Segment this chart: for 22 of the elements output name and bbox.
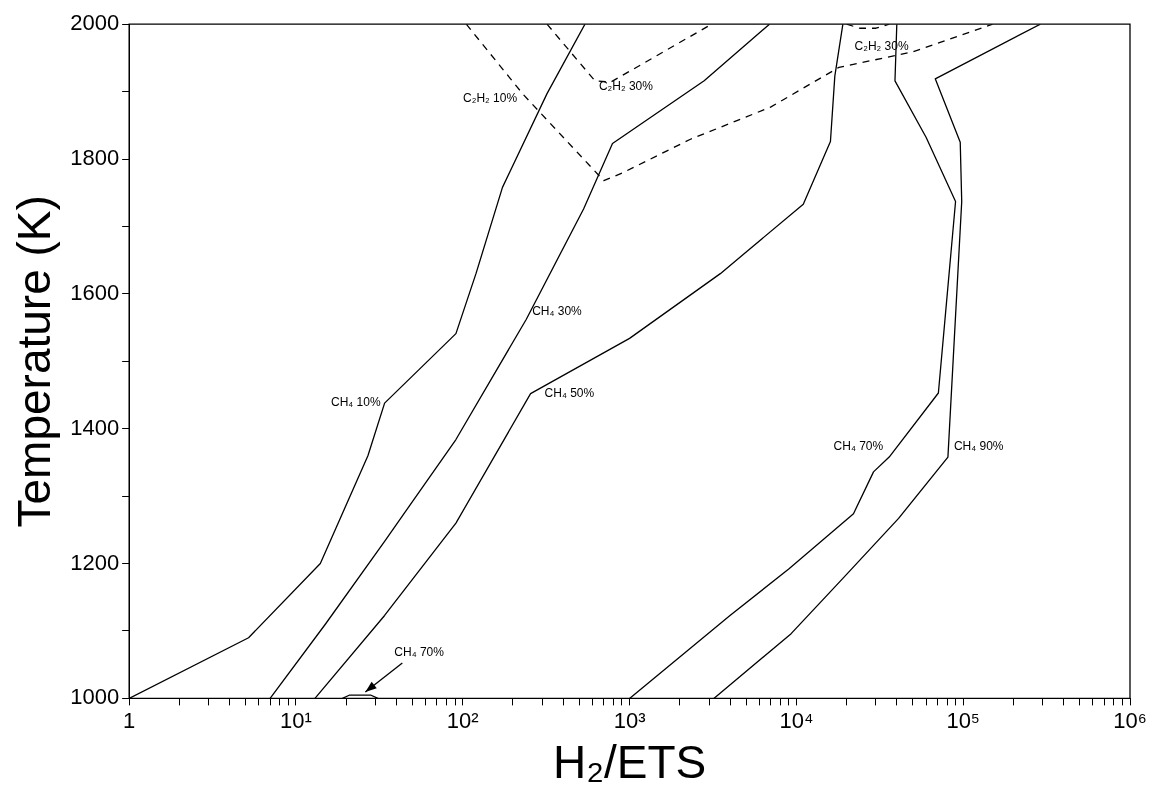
x-tick-label: 1 <box>123 707 136 733</box>
y-tick-label: 1000 <box>70 684 120 710</box>
y-tick-label: 1800 <box>70 145 120 171</box>
x-tick-label: 10⁴ <box>779 707 814 733</box>
y-tick-label: 1400 <box>70 414 120 440</box>
x-tick-label: 10⁵ <box>946 707 980 733</box>
series-label: CH₄ 10% <box>331 395 381 410</box>
series-label: CH₄ 50% <box>544 385 595 400</box>
x-axis-title: H₂/ETS <box>552 736 707 789</box>
y-axis-title: Temperature (K) <box>8 195 61 528</box>
series-label: CH₄ 70% <box>833 439 884 454</box>
series-label: C₂H₂ 10% <box>463 90 518 105</box>
y-tick-label: 2000 <box>70 10 120 36</box>
x-tick-label: 10³ <box>613 707 646 733</box>
x-tick-label: 10² <box>446 707 479 733</box>
y-tick-label: 1200 <box>70 549 120 575</box>
annotation: CH₄ 70% <box>394 645 445 660</box>
series-label: CH₄ 90% <box>953 439 1004 454</box>
x-tick-label: 10¹ <box>280 707 312 733</box>
x-tick-label: 10⁶ <box>1113 707 1147 733</box>
y-tick-label: 1600 <box>70 279 120 305</box>
series-label: CH₄ 30% <box>532 303 583 318</box>
